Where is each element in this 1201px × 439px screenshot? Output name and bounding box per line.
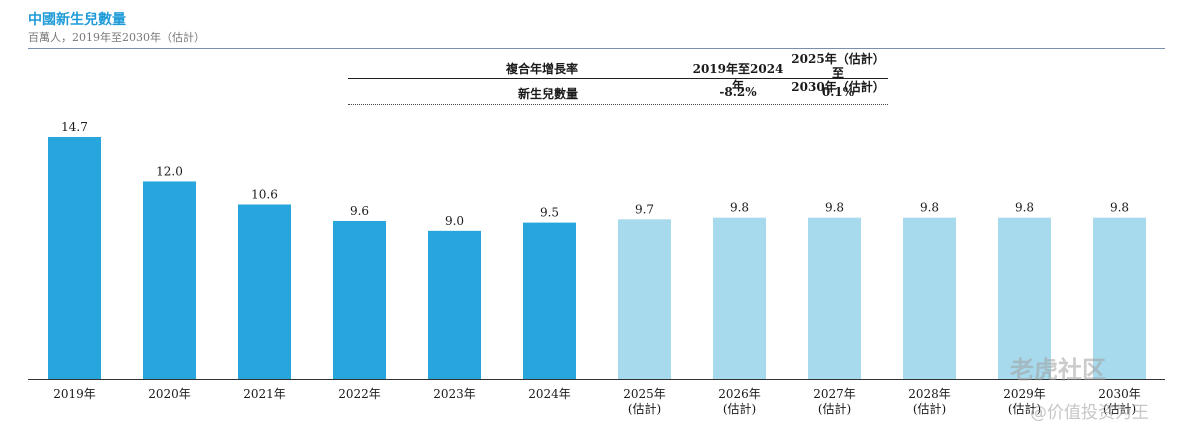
x-tick-label-10-sub: (估計)	[1008, 401, 1041, 416]
bar-value-label-6: 9.7	[635, 202, 654, 216]
bar-6	[618, 219, 671, 379]
bar-value-label-9: 9.8	[920, 201, 939, 215]
cagr-row-label: 新生兒數量	[517, 87, 578, 101]
cagr-data-row: 新生兒數量 -8.2% 0.1%	[348, 79, 888, 105]
bar-value-label-0: 14.7	[61, 120, 88, 134]
bar-2	[238, 204, 291, 379]
x-tick-label-8: 2027年	[813, 387, 856, 401]
chart-subtitle: 百萬人，2019年至2030年（估計）	[28, 31, 205, 44]
x-tick-label-0: 2019年	[53, 387, 96, 401]
bar-4	[428, 230, 481, 379]
x-tick-label-3: 2022年	[338, 387, 381, 401]
bar-value-label-1: 12.0	[156, 164, 183, 178]
x-tick-label-6-sub: (估計)	[628, 401, 661, 416]
bar-5	[523, 222, 576, 379]
x-tick-label-11-sub: (估計)	[1103, 401, 1136, 416]
cagr-table: 複合年增長率 2019年至2024年 2025年（估計）至 2030年（估計） …	[348, 52, 888, 105]
bar-7	[713, 217, 766, 379]
cagr-col1-header: 2019年至2024年	[692, 62, 784, 93]
bar-value-label-8: 9.8	[825, 201, 844, 215]
bar-11	[1093, 217, 1146, 379]
cagr-header-label: 複合年增長率	[505, 62, 578, 76]
watermark-handle: @价值投资为王	[1030, 403, 1149, 423]
watermark-logo: 老虎社区	[1010, 356, 1106, 384]
x-tick-label-9-sub: (估計)	[913, 401, 946, 416]
x-tick-label-2: 2021年	[243, 387, 286, 401]
bar-value-label-3: 9.6	[350, 204, 369, 218]
x-tick-label-9: 2028年	[908, 387, 951, 401]
bar-8	[808, 217, 861, 379]
x-tick-label-8-sub: (估計)	[818, 401, 851, 416]
bar-9	[903, 217, 956, 379]
cagr-col2-header: 2025年（估計）至 2030年（估計）	[788, 52, 888, 94]
bar-1	[143, 181, 196, 379]
top-divider	[28, 48, 1165, 49]
x-tick-label-5: 2024年	[528, 387, 571, 401]
x-tick-label-11: 2030年	[1098, 387, 1141, 401]
chart-title: 中國新生兒數量	[28, 12, 126, 28]
x-tick-label-6: 2025年	[623, 387, 666, 401]
cagr-header-row: 複合年增長率 2019年至2024年 2025年（估計）至 2030年（估計）	[348, 52, 888, 94]
cagr-col2-header-line2: 2030年（估計）	[791, 80, 885, 94]
bar-value-label-5: 9.5	[540, 206, 559, 220]
bar-3	[333, 220, 386, 379]
bar-10	[998, 217, 1051, 379]
cagr-col2-header-line1: 2025年（估計）至	[791, 52, 885, 80]
x-tick-label-1: 2020年	[148, 387, 191, 401]
x-tick-label-7: 2026年	[718, 387, 761, 401]
bar-0	[48, 137, 101, 379]
x-tick-label-10: 2029年	[1003, 387, 1046, 401]
bar-value-label-2: 10.6	[251, 187, 278, 201]
x-tick-label-7-sub: (估計)	[723, 401, 756, 416]
bar-value-label-10: 9.8	[1015, 201, 1034, 215]
cagr-col2-value: 0.1%	[821, 85, 855, 99]
x-tick-label-4: 2023年	[433, 387, 476, 401]
cagr-col1-value: -8.2%	[719, 85, 757, 99]
bar-value-label-11: 9.8	[1110, 201, 1129, 215]
bar-value-label-7: 9.8	[730, 201, 749, 215]
bar-value-label-4: 9.0	[445, 214, 464, 228]
